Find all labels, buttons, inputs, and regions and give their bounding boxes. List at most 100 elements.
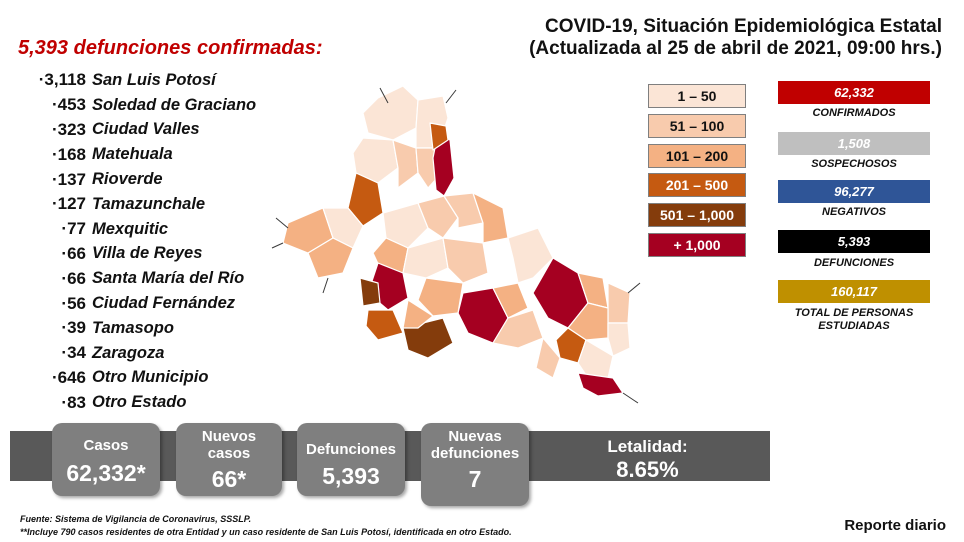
legend-item: 101 – 200 <box>648 144 746 168</box>
footer-note: **Incluye 790 casos residentes de otra E… <box>20 527 512 537</box>
legend-label: 1 – 50 <box>677 88 717 104</box>
map-region <box>417 277 464 317</box>
muni-name: Matehuala <box>92 145 173 164</box>
stat-negativos-label: NEGATIVOS <box>822 206 886 218</box>
legend-label: 201 – 500 <box>665 177 729 193</box>
map-region <box>417 195 459 239</box>
map-region <box>577 372 624 397</box>
muni-count: 56 <box>16 294 92 314</box>
stat-total-label: TOTAL DE PERSONAS ESTUDIADAS <box>794 307 914 332</box>
muni-name: Tamasopo <box>92 318 174 337</box>
card-nuevas-defunciones: Nuevas defunciones 7 <box>421 423 529 506</box>
muni-name: Zaragoza <box>92 343 165 362</box>
card-nuevos-casos-value: 66* <box>211 466 247 492</box>
muni-count: 127 <box>16 194 92 214</box>
legend-item: 501 – 1,000 <box>648 203 746 227</box>
card-nuevos-casos-label: Nuevos casos <box>201 428 257 462</box>
muni-name: Otro Estado <box>92 393 187 412</box>
muni-count: 66 <box>16 244 92 264</box>
map-region <box>382 202 429 249</box>
map-region <box>307 237 354 279</box>
report-label: Reporte diario <box>844 517 946 534</box>
muni-count: 168 <box>16 145 92 165</box>
stat-defunciones-value: 5,393 <box>778 230 930 253</box>
map-region <box>402 237 449 279</box>
legend-label: + 1,000 <box>673 237 721 253</box>
card-nuevas-defunciones-value: 7 <box>468 466 482 492</box>
stat-confirmados-value: 62,332 <box>778 81 930 104</box>
map-region <box>607 322 631 357</box>
stat-sospechosos-label: SOSPECHOSOS <box>811 158 897 170</box>
muni-name: Santa María del Río <box>92 269 245 288</box>
muni-name: Tamazunchale <box>92 194 206 213</box>
muni-name: Rioverde <box>92 170 163 189</box>
map-region <box>443 192 484 229</box>
stat-sospechosos-value: 1,508 <box>778 132 930 155</box>
card-defunciones-label: Defunciones <box>305 441 396 458</box>
muni-name: Mexquitic <box>92 219 169 238</box>
muni-name: Otro Municipio <box>92 368 209 387</box>
muni-count: 453 <box>16 95 92 115</box>
map-region <box>365 309 404 341</box>
muni-count: 83 <box>16 393 92 413</box>
letalidad-value: 8.65% <box>616 457 679 482</box>
muni-count: 34 <box>16 343 92 363</box>
letalidad: Letalidad: 8.65% <box>560 437 735 483</box>
legend-item: 201 – 500 <box>648 173 746 197</box>
muni-name: Ciudad Fernández <box>92 294 236 313</box>
map-region <box>535 337 561 379</box>
legend-label: 51 – 100 <box>669 118 725 134</box>
map-region <box>567 302 609 341</box>
legend-label: 501 – 1,000 <box>660 207 734 223</box>
muni-name: Villa de Reyes <box>92 244 203 263</box>
muni-name: Soledad de Graciano <box>92 95 257 114</box>
card-nuevas-defunciones-label: Nuevas defunciones <box>430 428 520 462</box>
map-region <box>402 299 434 329</box>
map-region <box>362 85 419 141</box>
map-region <box>442 237 489 284</box>
muni-name: San Luis Potosí <box>92 70 216 89</box>
legend-item: 1 – 50 <box>648 84 746 108</box>
map-region <box>507 227 554 284</box>
card-casos-value: 62,332* <box>66 460 146 486</box>
card-nuevos-casos: Nuevos casos 66* <box>176 423 282 496</box>
muni-count: 66 <box>16 269 92 289</box>
state-map <box>271 85 641 404</box>
legend-item: 51 – 100 <box>648 114 746 138</box>
legend-label: 101 – 200 <box>665 148 729 164</box>
title-line-1: COVID-19, Situación Epidemiológica Estat… <box>545 16 942 37</box>
muni-count: 323 <box>16 120 92 140</box>
stat-confirmados-label: CONFIRMADOS <box>812 107 896 119</box>
page-title: COVID-19, Situación Epidemiológica Estat… <box>472 16 942 60</box>
muni-count: 3,118 <box>16 70 92 90</box>
legend-item: + 1,000 <box>648 233 746 257</box>
map-region <box>392 139 419 189</box>
deaths-headline: 5,393 defunciones confirmadas: <box>18 37 323 59</box>
card-defunciones: Defunciones 5,393 <box>297 423 405 496</box>
map-region <box>359 277 381 307</box>
stat-total-value: 160,117 <box>778 280 930 303</box>
card-casos: Casos 62,332* <box>52 423 160 496</box>
muni-count: 646 <box>16 368 92 388</box>
muni-count: 77 <box>16 219 92 239</box>
map-region <box>492 282 529 319</box>
muni-count: 39 <box>16 318 92 338</box>
map-region <box>492 309 544 349</box>
stat-defunciones-label: DEFUNCIONES <box>813 257 895 269</box>
map-region <box>472 192 509 244</box>
muni-count: 137 <box>16 170 92 190</box>
map-region <box>347 172 384 227</box>
map-region <box>429 122 449 151</box>
map-region <box>555 327 587 364</box>
